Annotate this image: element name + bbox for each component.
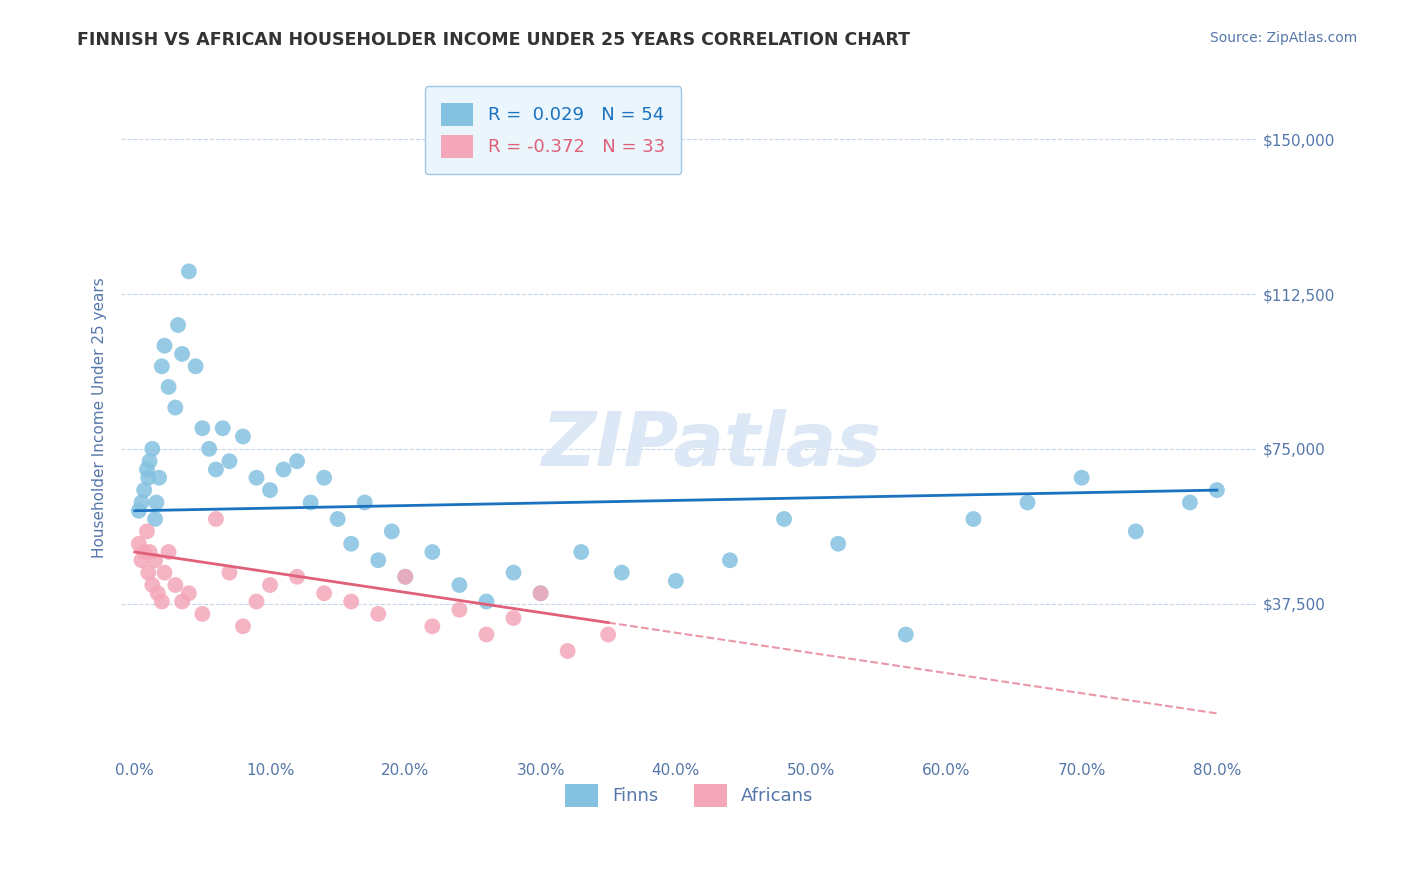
Point: [134, 545, 156, 559]
Point: [529, 586, 551, 600]
Point: [1178, 495, 1201, 509]
Point: [143, 512, 166, 526]
Point: [141, 578, 163, 592]
Point: [245, 471, 267, 485]
Point: [157, 545, 180, 559]
Point: [135, 524, 157, 539]
Point: [285, 570, 308, 584]
Point: [165, 401, 187, 415]
Point: [153, 566, 176, 580]
Point: [827, 537, 849, 551]
Point: [502, 611, 524, 625]
Point: [191, 421, 214, 435]
Point: [340, 594, 363, 608]
Point: [218, 454, 240, 468]
Point: [894, 627, 917, 641]
Point: [557, 644, 579, 658]
Point: [273, 462, 295, 476]
Point: [211, 421, 233, 435]
Point: [610, 566, 633, 580]
Point: [394, 570, 416, 584]
Point: [172, 347, 194, 361]
Point: [314, 586, 336, 600]
Point: [232, 429, 254, 443]
Point: [1017, 495, 1039, 509]
Point: [381, 524, 404, 539]
Point: [598, 627, 620, 641]
Point: [128, 504, 150, 518]
Text: Source: ZipAtlas.com: Source: ZipAtlas.com: [1209, 31, 1357, 45]
Point: [150, 594, 173, 608]
Point: [665, 574, 688, 588]
Point: [131, 495, 153, 509]
Point: [184, 359, 207, 374]
Point: [314, 471, 336, 485]
Point: [138, 454, 160, 468]
Point: [198, 442, 221, 456]
Point: [131, 553, 153, 567]
Point: [475, 594, 498, 608]
Point: [259, 578, 281, 592]
Point: [167, 318, 190, 332]
Point: [367, 607, 389, 621]
Point: [150, 359, 173, 374]
Point: [135, 462, 157, 476]
Point: [177, 264, 200, 278]
Point: [259, 483, 281, 497]
Point: [353, 495, 375, 509]
Point: [773, 512, 796, 526]
Point: [153, 339, 176, 353]
Point: [475, 627, 498, 641]
Point: [232, 619, 254, 633]
Point: [1125, 524, 1147, 539]
Point: [449, 603, 471, 617]
Point: [177, 586, 200, 600]
Point: [367, 553, 389, 567]
Legend: Finns, Africans: Finns, Africans: [558, 776, 821, 814]
Point: [449, 578, 471, 592]
Point: [145, 495, 167, 509]
Point: [136, 471, 159, 485]
Point: [718, 553, 741, 567]
Text: FINNISH VS AFRICAN HOUSEHOLDER INCOME UNDER 25 YEARS CORRELATION CHART: FINNISH VS AFRICAN HOUSEHOLDER INCOME UN…: [77, 31, 910, 49]
Point: [141, 442, 163, 456]
Point: [205, 462, 228, 476]
Point: [136, 566, 159, 580]
Point: [422, 545, 444, 559]
Point: [422, 619, 444, 633]
Point: [1206, 483, 1229, 497]
Point: [146, 586, 169, 600]
Point: [285, 454, 308, 468]
Text: ZIPatlas: ZIPatlas: [543, 409, 882, 482]
Point: [134, 483, 156, 497]
Point: [529, 586, 551, 600]
Point: [165, 578, 187, 592]
Point: [128, 537, 150, 551]
Point: [1070, 471, 1092, 485]
Point: [502, 566, 524, 580]
Point: [191, 607, 214, 621]
Point: [245, 594, 267, 608]
Y-axis label: Householder Income Under 25 years: Householder Income Under 25 years: [93, 277, 107, 558]
Point: [569, 545, 592, 559]
Point: [205, 512, 228, 526]
Point: [138, 545, 160, 559]
Point: [340, 537, 363, 551]
Point: [394, 570, 416, 584]
Point: [157, 380, 180, 394]
Point: [172, 594, 194, 608]
Point: [962, 512, 984, 526]
Point: [143, 553, 166, 567]
Point: [299, 495, 322, 509]
Point: [326, 512, 349, 526]
Point: [218, 566, 240, 580]
Point: [148, 471, 170, 485]
